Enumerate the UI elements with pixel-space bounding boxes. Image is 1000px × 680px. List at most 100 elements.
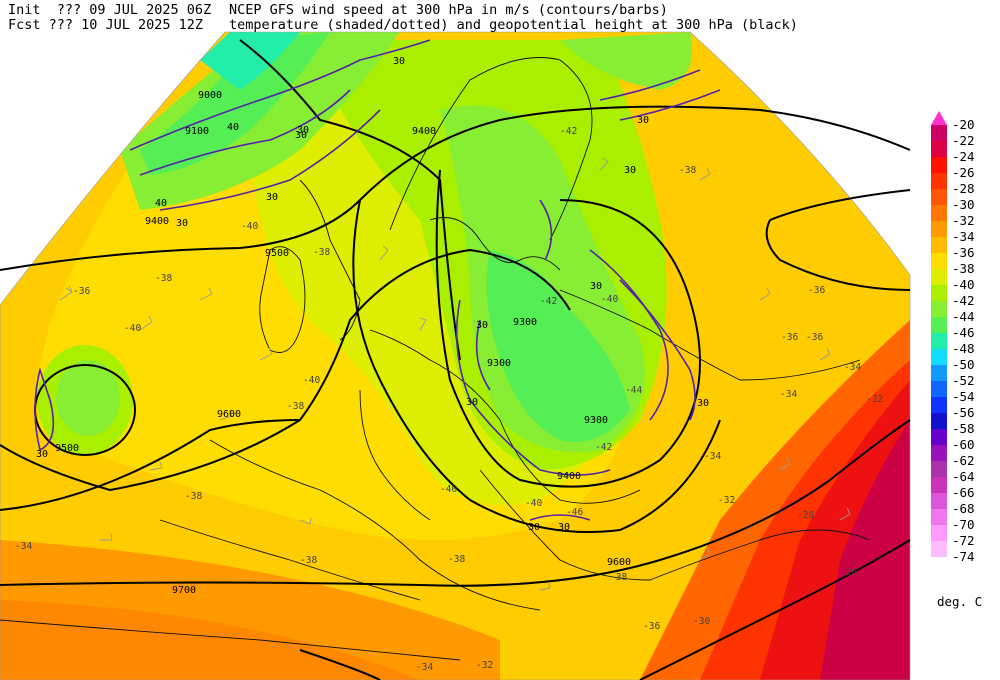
wind-label: 30 — [558, 522, 570, 533]
temp-label: -36 — [806, 332, 823, 343]
wind-label: 30 — [637, 115, 649, 126]
temp-label: -26 — [840, 567, 857, 578]
temp-label: -40 — [440, 484, 457, 495]
temp-label: -40 — [525, 498, 542, 509]
height-label: 9000 — [198, 90, 222, 101]
wind-labels: 30 30 40 40 30 30 30 30 30 30 30 30 30 3… — [36, 56, 709, 533]
colorbar-tick-label: -30 — [952, 197, 975, 212]
colorbar-swatch — [931, 509, 947, 525]
colorbar-tick-label: -60 — [952, 437, 975, 452]
temp-label: -38 — [300, 555, 317, 566]
wind-label: 30 — [393, 56, 405, 67]
colorbar-tick-label: -42 — [952, 293, 975, 308]
colorbar-tick-label: -28 — [952, 181, 975, 196]
temp-label: -30 — [693, 616, 710, 627]
colorbar-swatch — [931, 461, 947, 477]
temp-label: -40 — [303, 375, 320, 386]
wind-label: 30 — [590, 281, 602, 292]
temp-label: -38 — [155, 273, 172, 284]
colorbar-tick-label: -32 — [952, 213, 975, 228]
temp-label: -42 — [540, 296, 557, 307]
temp-label: -38 — [448, 554, 465, 565]
colorbar-swatch — [931, 381, 947, 397]
temp-label: -32 — [476, 660, 493, 671]
colorbar-tick-label: -58 — [952, 421, 975, 436]
colorbar-swatch — [931, 269, 947, 285]
wind-label: 30 — [297, 125, 309, 136]
temp-label: -36 — [643, 621, 660, 632]
colorbar-tick-label: -50 — [952, 357, 975, 372]
colorbar-swatch — [931, 541, 947, 557]
temp-labels: -38 -40 -42 -42 -40 -38 -36 -38 -40 -36 … — [15, 126, 883, 673]
temp-label: -34 — [15, 541, 32, 552]
temp-label: -42 — [595, 442, 612, 453]
temp-label: -38 — [610, 572, 627, 583]
colorbar-swatch — [931, 397, 947, 413]
colorbar-swatch — [931, 173, 947, 189]
temp-label: -38 — [679, 165, 696, 176]
colorbar-tick-label: -22 — [952, 133, 975, 148]
colorbar-tick-label: -52 — [952, 373, 975, 388]
domain-outline — [0, 31, 911, 680]
height-label: 9300 — [487, 358, 511, 369]
colorbar-swatch — [931, 445, 947, 461]
title-line-1: NCEP GFS wind speed at 300 hPa in m/s (c… — [229, 2, 668, 18]
temp-label: -38 — [185, 491, 202, 502]
colorbar-tick-label: -74 — [952, 549, 975, 564]
colorbar-tick-label: -72 — [952, 533, 975, 548]
colorbar-swatch — [931, 237, 947, 253]
coastlines — [0, 57, 871, 661]
temp-label: -42 — [560, 126, 577, 137]
colorbar-tick-label: -34 — [952, 229, 975, 244]
temp-label: -38 — [313, 247, 330, 258]
temp-label: -28 — [797, 510, 814, 521]
temp-label: -34 — [844, 362, 861, 373]
colorbar-tick-label: -36 — [952, 245, 975, 260]
height-label: 9400 — [557, 471, 581, 482]
wind-label: 30 — [528, 522, 540, 533]
colorbar-tick-label: -20 — [952, 117, 975, 132]
colorbar-tick-label: -40 — [952, 277, 975, 292]
colorbar-swatch — [931, 349, 947, 365]
height-label: 9600 — [217, 409, 241, 420]
colorbar-swatch — [931, 365, 947, 381]
height-label: 9400 — [145, 216, 169, 227]
colorbar-swatch — [931, 333, 947, 349]
colorbar-tick-label: -64 — [952, 469, 975, 484]
colorbar-swatch — [931, 141, 947, 157]
height-labels: 9000 9100 9400 9400 9300 9300 9300 9400 … — [55, 90, 631, 596]
height-label: 9400 — [412, 126, 436, 137]
colorbar-units: deg. C — [937, 594, 983, 609]
temp-label: -46 — [566, 507, 583, 518]
colorbar-tick-label: -44 — [952, 309, 975, 324]
wind-contours — [34, 39, 721, 521]
wind-label: 30 — [697, 398, 709, 409]
colorbar-swatch — [931, 285, 947, 301]
wind-label: 30 — [36, 449, 48, 460]
colorbar-swatch — [931, 317, 947, 333]
colorbar-swatch — [931, 157, 947, 173]
height-label: 9500 — [55, 443, 79, 454]
temp-label: -44 — [625, 385, 642, 396]
colorbar-swatch — [931, 493, 947, 509]
wind-label: 30 — [624, 165, 636, 176]
colorbar-tick-label: -26 — [952, 165, 975, 180]
wind-label: 40 — [155, 198, 167, 209]
temp-label: -40 — [601, 294, 618, 305]
colorbar-swatch — [931, 125, 947, 141]
colorbar-tick-label: -54 — [952, 389, 975, 404]
temp-label: -32 — [866, 394, 883, 405]
colorbar-top-arrow — [931, 111, 947, 125]
temp-label: -34 — [416, 662, 433, 673]
height-label: 9600 — [607, 557, 631, 568]
temp-label: -40 — [241, 221, 258, 232]
wind-label: 30 — [266, 192, 278, 203]
wind-label: 40 — [227, 122, 239, 133]
temp-label: -34 — [780, 389, 797, 400]
colorbar-swatch — [931, 253, 947, 269]
temp-label: -38 — [287, 401, 304, 412]
colorbar — [931, 111, 947, 557]
temp-label: -36 — [781, 332, 798, 343]
wind-label: 30 — [176, 218, 188, 229]
